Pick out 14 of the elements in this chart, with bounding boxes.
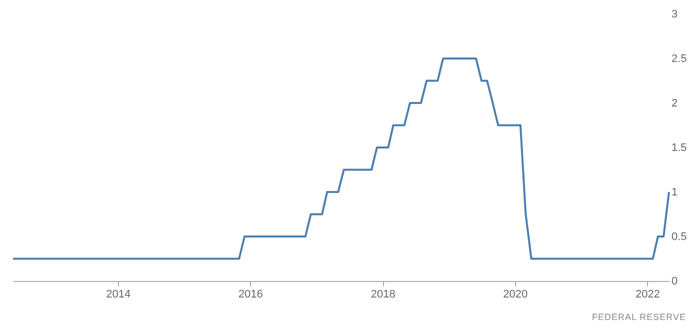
y-tick-label: 1 [672, 186, 678, 198]
y-tick-label: 2 [672, 98, 678, 110]
line-series [12, 58, 670, 260]
y-tick-label: 3 [672, 8, 678, 20]
x-tick-label: 2020 [503, 288, 528, 300]
x-tick-label: 2018 [370, 288, 396, 300]
y-tick-label: 1.5 [672, 142, 687, 154]
text: FEDERAL RESERVE [592, 312, 686, 322]
x-tick-label: 2016 [238, 288, 263, 300]
x-tick-label: 2022 [636, 288, 660, 300]
y-tick-label: 2.5 [672, 53, 687, 65]
y-tick-label: 0 [672, 276, 678, 288]
x-tick-label: 2014 [106, 288, 131, 300]
y-tick-label: 0.5 [672, 231, 687, 243]
